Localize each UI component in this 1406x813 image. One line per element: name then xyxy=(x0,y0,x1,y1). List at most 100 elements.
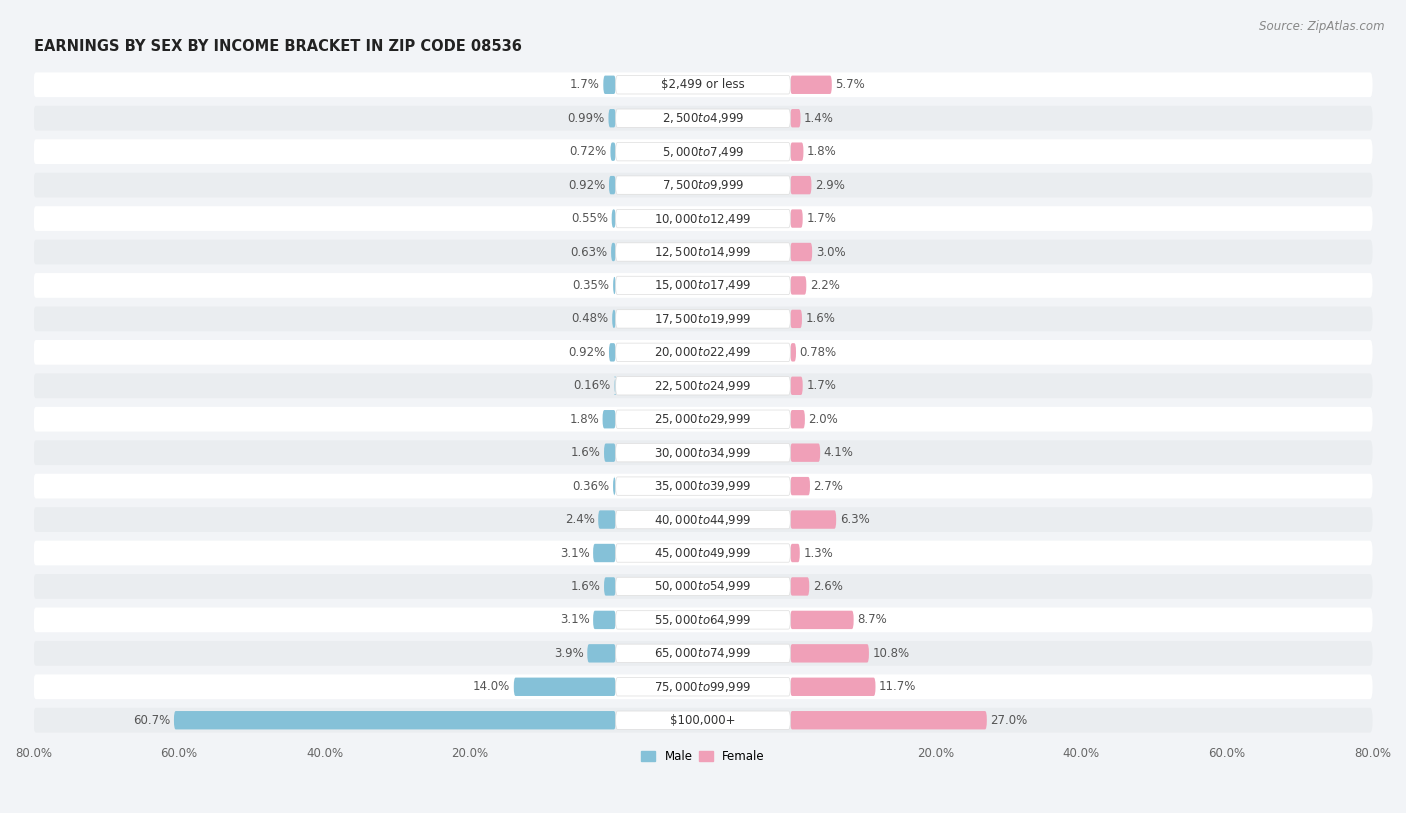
FancyBboxPatch shape xyxy=(616,243,790,261)
FancyBboxPatch shape xyxy=(174,711,616,729)
Text: 2.7%: 2.7% xyxy=(814,480,844,493)
FancyBboxPatch shape xyxy=(616,711,790,729)
Text: 14.0%: 14.0% xyxy=(472,680,510,693)
FancyBboxPatch shape xyxy=(593,544,616,563)
FancyBboxPatch shape xyxy=(34,708,1372,733)
FancyBboxPatch shape xyxy=(790,410,804,428)
FancyBboxPatch shape xyxy=(609,176,616,194)
FancyBboxPatch shape xyxy=(790,577,810,596)
Text: $30,000 to $34,999: $30,000 to $34,999 xyxy=(654,446,752,459)
Text: 0.16%: 0.16% xyxy=(574,380,610,393)
Text: 2.9%: 2.9% xyxy=(815,179,845,192)
FancyBboxPatch shape xyxy=(790,376,803,395)
Text: Source: ZipAtlas.com: Source: ZipAtlas.com xyxy=(1260,20,1385,33)
Text: $25,000 to $29,999: $25,000 to $29,999 xyxy=(654,412,752,426)
Text: 10.8%: 10.8% xyxy=(873,647,910,660)
FancyBboxPatch shape xyxy=(616,410,790,428)
FancyBboxPatch shape xyxy=(616,677,790,696)
Text: 1.7%: 1.7% xyxy=(806,380,837,393)
FancyBboxPatch shape xyxy=(790,677,876,696)
FancyBboxPatch shape xyxy=(616,109,790,128)
FancyBboxPatch shape xyxy=(790,611,853,629)
FancyBboxPatch shape xyxy=(34,106,1372,131)
FancyBboxPatch shape xyxy=(603,76,616,94)
Text: 5.7%: 5.7% xyxy=(835,78,865,91)
Text: 3.1%: 3.1% xyxy=(560,546,589,559)
FancyBboxPatch shape xyxy=(790,176,811,194)
Text: 1.3%: 1.3% xyxy=(803,546,834,559)
FancyBboxPatch shape xyxy=(34,541,1372,565)
FancyBboxPatch shape xyxy=(790,511,837,528)
FancyBboxPatch shape xyxy=(34,340,1372,365)
FancyBboxPatch shape xyxy=(34,172,1372,198)
FancyBboxPatch shape xyxy=(34,574,1372,599)
FancyBboxPatch shape xyxy=(34,441,1372,465)
FancyBboxPatch shape xyxy=(605,577,616,596)
FancyBboxPatch shape xyxy=(598,511,616,528)
FancyBboxPatch shape xyxy=(34,72,1372,98)
FancyBboxPatch shape xyxy=(609,109,616,128)
Text: 0.78%: 0.78% xyxy=(800,346,837,359)
FancyBboxPatch shape xyxy=(790,477,810,495)
Text: $5,000 to $7,499: $5,000 to $7,499 xyxy=(662,145,744,159)
FancyBboxPatch shape xyxy=(790,310,801,328)
FancyBboxPatch shape xyxy=(593,611,616,629)
FancyBboxPatch shape xyxy=(34,406,1372,432)
FancyBboxPatch shape xyxy=(613,477,616,495)
FancyBboxPatch shape xyxy=(34,273,1372,298)
Text: 3.1%: 3.1% xyxy=(560,613,589,626)
Text: $35,000 to $39,999: $35,000 to $39,999 xyxy=(654,479,752,493)
FancyBboxPatch shape xyxy=(610,142,616,161)
Text: 1.8%: 1.8% xyxy=(569,413,599,426)
FancyBboxPatch shape xyxy=(34,373,1372,398)
Text: 0.35%: 0.35% xyxy=(572,279,609,292)
Text: $50,000 to $54,999: $50,000 to $54,999 xyxy=(654,580,752,593)
Text: $20,000 to $22,499: $20,000 to $22,499 xyxy=(654,346,752,359)
Text: 2.2%: 2.2% xyxy=(810,279,839,292)
FancyBboxPatch shape xyxy=(616,644,790,663)
Text: EARNINGS BY SEX BY INCOME BRACKET IN ZIP CODE 08536: EARNINGS BY SEX BY INCOME BRACKET IN ZIP… xyxy=(34,39,522,54)
FancyBboxPatch shape xyxy=(616,343,790,362)
FancyBboxPatch shape xyxy=(790,109,800,128)
FancyBboxPatch shape xyxy=(616,210,790,228)
FancyBboxPatch shape xyxy=(605,443,616,462)
FancyBboxPatch shape xyxy=(616,544,790,563)
FancyBboxPatch shape xyxy=(790,711,987,729)
FancyBboxPatch shape xyxy=(616,276,790,294)
FancyBboxPatch shape xyxy=(790,443,820,462)
Text: $12,500 to $14,999: $12,500 to $14,999 xyxy=(654,245,752,259)
FancyBboxPatch shape xyxy=(34,307,1372,331)
FancyBboxPatch shape xyxy=(790,142,803,161)
FancyBboxPatch shape xyxy=(34,641,1372,666)
Text: 0.72%: 0.72% xyxy=(569,146,607,159)
Text: $2,500 to $4,999: $2,500 to $4,999 xyxy=(662,111,744,125)
FancyBboxPatch shape xyxy=(616,76,790,94)
Text: 0.63%: 0.63% xyxy=(571,246,607,259)
FancyBboxPatch shape xyxy=(34,607,1372,633)
Text: 0.92%: 0.92% xyxy=(568,179,606,192)
FancyBboxPatch shape xyxy=(616,142,790,161)
FancyBboxPatch shape xyxy=(513,677,616,696)
FancyBboxPatch shape xyxy=(34,675,1372,699)
FancyBboxPatch shape xyxy=(616,477,790,495)
FancyBboxPatch shape xyxy=(790,343,796,362)
FancyBboxPatch shape xyxy=(790,76,832,94)
Text: 1.6%: 1.6% xyxy=(806,312,835,325)
Text: 2.0%: 2.0% xyxy=(808,413,838,426)
Text: 0.48%: 0.48% xyxy=(571,312,609,325)
FancyBboxPatch shape xyxy=(616,611,790,629)
FancyBboxPatch shape xyxy=(34,474,1372,498)
FancyBboxPatch shape xyxy=(603,410,616,428)
Text: 11.7%: 11.7% xyxy=(879,680,917,693)
FancyBboxPatch shape xyxy=(790,243,813,261)
FancyBboxPatch shape xyxy=(34,507,1372,532)
Text: $10,000 to $12,499: $10,000 to $12,499 xyxy=(654,211,752,225)
FancyBboxPatch shape xyxy=(790,276,806,294)
Text: 1.7%: 1.7% xyxy=(569,78,600,91)
FancyBboxPatch shape xyxy=(34,240,1372,264)
FancyBboxPatch shape xyxy=(609,343,616,362)
Text: 1.6%: 1.6% xyxy=(571,446,600,459)
FancyBboxPatch shape xyxy=(588,644,616,663)
FancyBboxPatch shape xyxy=(612,243,616,261)
Text: $65,000 to $74,999: $65,000 to $74,999 xyxy=(654,646,752,660)
